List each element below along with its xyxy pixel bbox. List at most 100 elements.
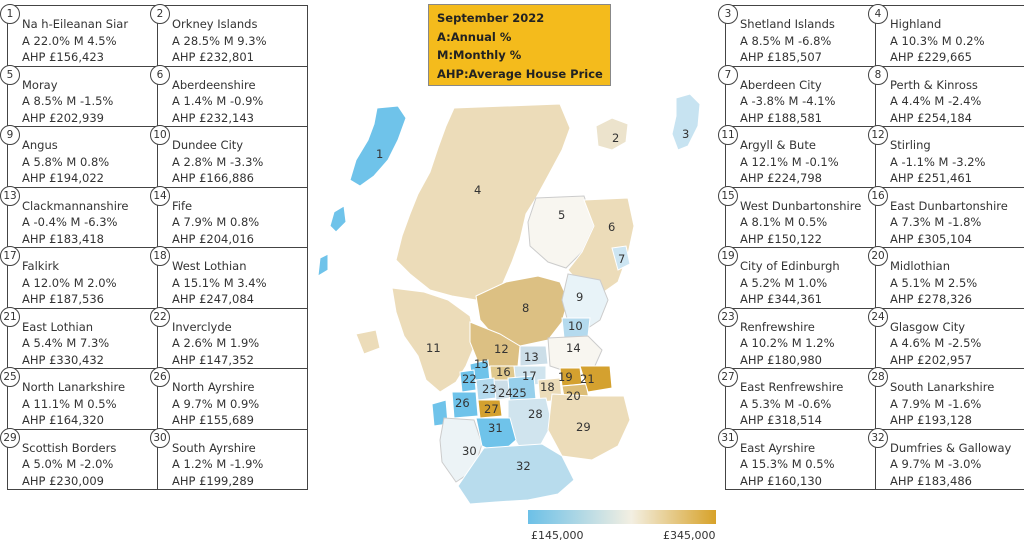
region-name: Glasgow City bbox=[890, 319, 966, 334]
region-price: AHP £232,143 bbox=[172, 110, 254, 125]
map-label-6: 6 bbox=[608, 220, 615, 234]
region-number-badge: 29 bbox=[0, 427, 20, 448]
region-shape-4[interactable] bbox=[395, 103, 571, 301]
map-label-30: 30 bbox=[462, 444, 477, 458]
region-price: AHP £199,289 bbox=[172, 473, 254, 488]
legend-annual: A:Annual % bbox=[437, 29, 512, 44]
region-number-badge: 21 bbox=[0, 306, 20, 327]
region-card-5: 5 Moray A 8.5% M -1.5% AHP £202,939 bbox=[0, 64, 158, 127]
region-number-badge: 15 bbox=[718, 185, 738, 206]
region-shape-1-south[interactable] bbox=[329, 205, 347, 233]
region-card-20: 20 Midlothian A 5.1% M 2.5% AHP £278,326 bbox=[868, 246, 1024, 309]
region-shape-13[interactable] bbox=[519, 345, 549, 367]
region-card-2: 2 Orkney Islands A 28.5% M 9.3% AHP £232,80… bbox=[150, 4, 308, 67]
region-change: A 15.3% M 0.5% bbox=[740, 457, 835, 471]
map-label-1: 1 bbox=[376, 147, 383, 161]
region-shape-32[interactable] bbox=[457, 443, 575, 505]
map-label-31: 31 bbox=[488, 421, 503, 435]
region-name: East Dunbartonshire bbox=[890, 198, 1008, 213]
region-shape-21[interactable] bbox=[579, 365, 613, 393]
region-card-12: 12 Stirling A -1.1% M -3.2% AHP £251,461 bbox=[868, 125, 1024, 188]
region-change: A 15.1% M 3.4% bbox=[172, 275, 267, 290]
region-price: AHP £204,016 bbox=[172, 231, 254, 246]
region-card-15: 15 West Dunbartonshire A 8.1% M 0.5% AHP £1… bbox=[718, 185, 876, 248]
region-change: A -3.8% M -4.1% bbox=[740, 94, 836, 108]
region-price: AHP £160,130 bbox=[740, 473, 822, 488]
map-label-5: 5 bbox=[558, 208, 565, 222]
region-change: A 4.6% M -2.5% bbox=[890, 336, 982, 350]
region-shape-11[interactable] bbox=[391, 287, 477, 393]
region-change: A -1.1% M -3.2% bbox=[890, 154, 986, 169]
region-shape-2[interactable] bbox=[595, 117, 629, 151]
region-card-29: 29 Scottish Borders A 5.0% M -2.0% AHP £230… bbox=[0, 427, 158, 490]
region-card-22: 22 Inverclyde A 2.6% M 1.9% AHP £147,352 bbox=[150, 306, 308, 369]
region-price: AHP £187,536 bbox=[22, 292, 104, 306]
region-price: AHP £150,122 bbox=[740, 231, 822, 246]
region-card-10: 10 Dundee City A 2.8% M -3.3% AHP £166,886 bbox=[150, 125, 308, 188]
region-price: AHP £229,665 bbox=[890, 50, 972, 64]
region-name: Highland bbox=[890, 17, 942, 31]
region-card-31: 31 East Ayrshire A 15.3% M 0.5% AHP £160,13… bbox=[718, 427, 876, 490]
region-card-8: 8 Perth & Kinross A 4.4% M -2.4% AHP £254,1… bbox=[868, 64, 1024, 127]
region-name: Scottish Borders bbox=[22, 440, 117, 455]
region-shape-1[interactable] bbox=[349, 105, 407, 187]
region-price: AHP £183,486 bbox=[890, 473, 972, 488]
region-name: City of Edinburgh bbox=[740, 259, 840, 273]
region-shape-7[interactable] bbox=[611, 245, 631, 271]
region-name: Dundee City bbox=[172, 138, 244, 152]
region-number-badge: 22 bbox=[150, 306, 170, 327]
region-price: AHP £202,939 bbox=[22, 110, 104, 125]
region-number-badge: 3 bbox=[718, 4, 738, 24]
region-name: Midlothian bbox=[890, 259, 950, 273]
region-name: South Ayrshire bbox=[172, 440, 256, 455]
region-price: AHP £147,352 bbox=[172, 352, 254, 367]
region-shape-11-island[interactable] bbox=[355, 329, 381, 355]
region-name: South Lanarkshire bbox=[890, 380, 995, 394]
region-card-30: 30 South Ayrshire A 1.2% M -1.9% AHP £199,2… bbox=[150, 427, 308, 490]
region-change: A 7.9% M 0.8% bbox=[172, 215, 260, 229]
region-number-badge: 5 bbox=[0, 64, 20, 85]
region-change: A 9.7% M -3.0% bbox=[890, 457, 982, 471]
region-shape-22[interactable] bbox=[459, 369, 477, 393]
region-name: Falkirk bbox=[22, 259, 60, 273]
region-change: A 5.3% M -0.6% bbox=[740, 396, 832, 411]
left-region-table: 1 Na h-Eileanan Siar A 22.0% M 4.5% AHP £15… bbox=[0, 4, 308, 490]
region-price: AHP £155,689 bbox=[172, 413, 254, 427]
map-label-19: 19 bbox=[558, 370, 573, 384]
region-shape-27[interactable] bbox=[477, 399, 503, 419]
region-shape-1-south[interactable] bbox=[317, 253, 329, 277]
region-number-badge: 10 bbox=[150, 125, 170, 145]
region-number-badge: 27 bbox=[718, 367, 738, 387]
map-label-4: 4 bbox=[474, 183, 481, 197]
region-name: Inverclyde bbox=[172, 319, 232, 334]
region-name: Fife bbox=[172, 198, 193, 213]
map-label-17: 17 bbox=[522, 369, 537, 383]
region-shape-26[interactable] bbox=[451, 391, 479, 419]
region-name: Argyll & Bute bbox=[740, 138, 816, 152]
region-card-28: 28 South Lanarkshire A 7.9% M -1.6% AHP £19… bbox=[868, 367, 1024, 430]
region-card-1: 1 Na h-Eileanan Siar A 22.0% M 4.5% AHP £15… bbox=[0, 4, 158, 67]
region-change: A 5.2% M 1.0% bbox=[740, 275, 828, 290]
region-shape-9[interactable] bbox=[561, 273, 609, 329]
map-label-7: 7 bbox=[618, 252, 625, 266]
map-label-8: 8 bbox=[522, 301, 529, 315]
map-label-14: 14 bbox=[566, 341, 581, 355]
region-number-badge: 25 bbox=[0, 367, 20, 387]
region-price: AHP £318,514 bbox=[740, 413, 822, 427]
region-shape-3[interactable] bbox=[671, 93, 701, 151]
region-card-17: 17 Falkirk A 12.0% M 2.0% AHP £187,536 bbox=[0, 246, 158, 309]
map-label-24: 24 bbox=[498, 386, 513, 400]
region-name: North Lanarkshire bbox=[22, 380, 126, 394]
region-change: A 28.5% M 9.3% bbox=[172, 33, 267, 48]
region-price: AHP £180,980 bbox=[740, 352, 822, 367]
scotland-choropleth-map: 1 2 3 4 5 6 7 8 9 10 11 12 13 14 15 16 1… bbox=[317, 93, 701, 505]
map-label-10: 10 bbox=[568, 319, 583, 333]
region-card-16: 16 East Dunbartonshire A 7.3% M -1.8% AHP £… bbox=[868, 185, 1024, 248]
region-shape-29[interactable] bbox=[547, 393, 631, 461]
region-card-4: 4 Highland A 10.3% M 0.2% AHP £229,665 bbox=[868, 4, 1024, 67]
region-card-3: 3 Shetland Islands A 8.5% M -6.8% AHP £185,… bbox=[718, 4, 876, 67]
region-card-11: 11 Argyll & Bute A 12.1% M -0.1% AHP £224,7… bbox=[718, 125, 876, 188]
region-number-badge: 17 bbox=[0, 246, 20, 266]
region-change: A 11.1% M 0.5% bbox=[22, 396, 117, 411]
map-label-27: 27 bbox=[484, 402, 499, 416]
